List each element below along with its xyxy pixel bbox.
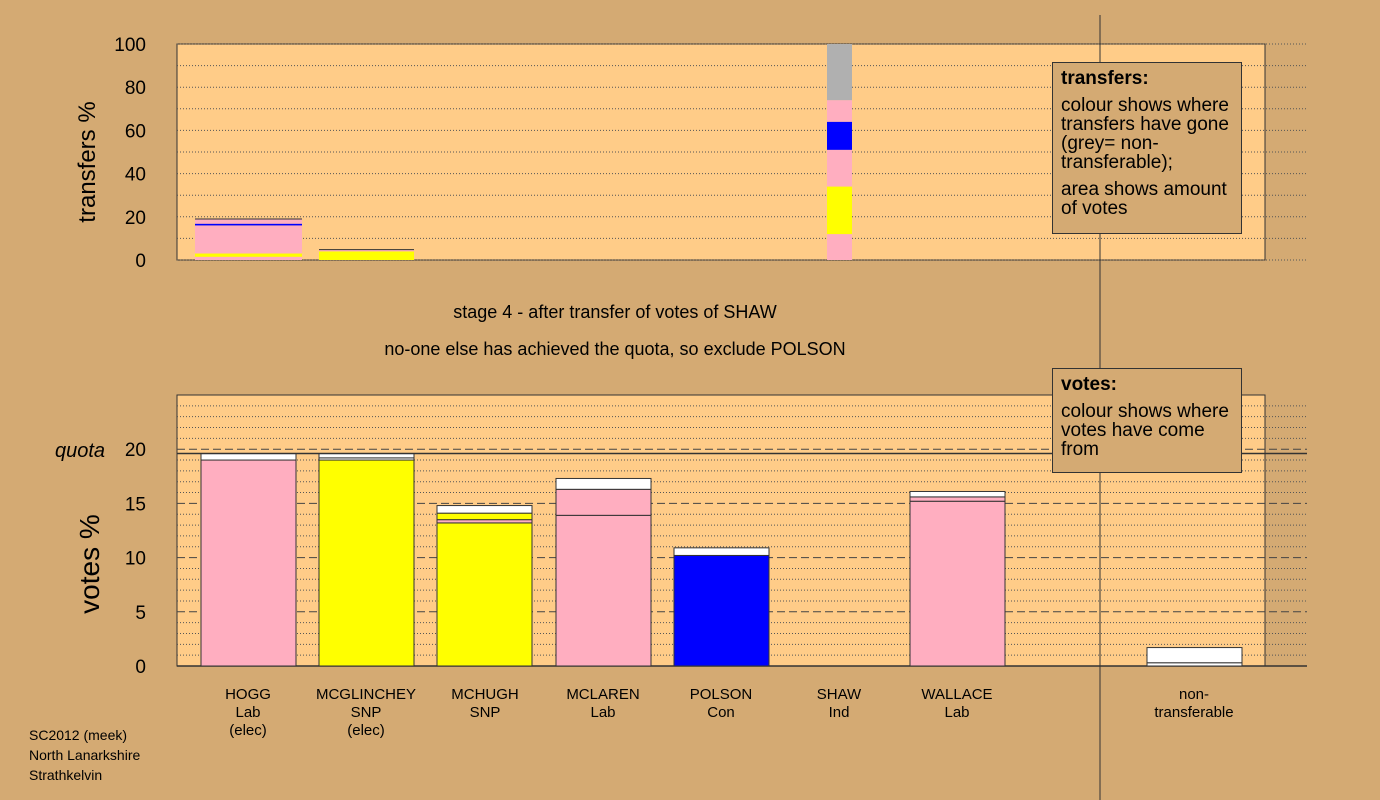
candidate-party: SNP bbox=[469, 704, 501, 721]
vote-bar-segment bbox=[555, 514, 652, 667]
candidate-status: (elec) bbox=[229, 722, 267, 739]
vote-bar-segment bbox=[673, 547, 770, 556]
vote-bar-segment bbox=[909, 490, 1006, 498]
transfer-bar-segment bbox=[319, 249, 414, 252]
transfer-bar-segment bbox=[195, 218, 302, 224]
footer-line-1: SC2012 (meek) bbox=[29, 727, 128, 743]
votes-tick-label: 20 bbox=[125, 440, 146, 461]
transfers-tick-label: 40 bbox=[125, 165, 146, 186]
transfer-bar-segment bbox=[319, 251, 414, 260]
candidate-party: SNP bbox=[350, 704, 382, 721]
vote-bar-segment bbox=[909, 500, 1006, 667]
candidate-party: Ind bbox=[828, 704, 850, 721]
transfers-legend-title: transfers: bbox=[1061, 68, 1149, 89]
transfer-bar-segment bbox=[195, 256, 302, 260]
transfer-bar-segment bbox=[827, 121, 852, 150]
candidate-party: Lab bbox=[590, 704, 616, 721]
vote-bar-segment bbox=[555, 477, 652, 490]
candidate-party: Lab bbox=[235, 704, 261, 721]
candidate-name: MCLAREN bbox=[566, 686, 640, 703]
candidate-label-mcglinchey: MCGLINCHEY SNP (elec) bbox=[301, 686, 431, 740]
transfer-bar-segment bbox=[195, 223, 302, 226]
transfer-bar-segment bbox=[827, 100, 852, 122]
candidate-name: POLSON bbox=[689, 686, 753, 703]
footer: SC2012 (meek) North Lanarkshire Strathke… bbox=[29, 725, 140, 785]
transfers-tick-label: 20 bbox=[125, 208, 146, 229]
votes-tick-label: 15 bbox=[125, 494, 146, 515]
transfers-tick-label: 100 bbox=[114, 35, 146, 56]
vote-bar-segment bbox=[555, 488, 652, 516]
vote-bar-segment bbox=[673, 554, 770, 667]
vote-bar-segment bbox=[436, 512, 533, 521]
transfer-bar-segment bbox=[827, 186, 852, 235]
candidate-name: MCGLINCHEY bbox=[315, 686, 416, 703]
vote-bar-segment bbox=[200, 453, 297, 461]
votes-legend: votes: colour shows where votes have com… bbox=[1052, 368, 1242, 473]
transfers-tick-label: 60 bbox=[125, 121, 146, 142]
vote-bar-segment bbox=[436, 505, 533, 514]
footer-line-3: Strathkelvin bbox=[29, 767, 103, 783]
candidate-label-shaw: SHAW Ind bbox=[774, 686, 904, 722]
vote-bar-segment bbox=[200, 459, 297, 667]
votes-legend-title: votes: bbox=[1061, 374, 1117, 395]
vote-bar-segment bbox=[909, 496, 1006, 502]
transfer-bar-segment bbox=[195, 225, 302, 254]
candidate-name: HOGG bbox=[225, 686, 271, 703]
transfers-axis-title: transfers % bbox=[74, 101, 101, 223]
transfers-legend-text-1: colour shows where transfers have gone (… bbox=[1061, 95, 1229, 173]
stage-subtitle: no-one else has achieved the quota, so e… bbox=[384, 339, 846, 359]
votes-tick-label: 0 bbox=[135, 657, 146, 678]
transfers-legend-text-2: area shows amount of votes bbox=[1061, 179, 1227, 219]
transfers-legend: transfers: colour shows where transfers … bbox=[1052, 62, 1242, 234]
votes-tick-label: 5 bbox=[135, 603, 146, 624]
candidate-label-hogg: HOGG Lab (elec) bbox=[183, 686, 313, 740]
vote-bar-segment bbox=[318, 459, 415, 667]
votes-legend-text: colour shows where votes have come from bbox=[1061, 401, 1229, 460]
nontransferable-label: non- transferable bbox=[1154, 686, 1234, 721]
transfer-bar-segment bbox=[195, 253, 302, 257]
candidate-label-mclaren: MCLAREN Lab bbox=[538, 686, 668, 722]
votes-tick-label: 10 bbox=[125, 549, 146, 570]
transfers-tick-label: 80 bbox=[125, 78, 146, 99]
quota-label: quota bbox=[55, 440, 106, 462]
candidate-name: SHAW bbox=[816, 686, 862, 703]
candidate-label-wallace: WALLACE Lab bbox=[892, 686, 1022, 722]
candidate-status: (elec) bbox=[347, 722, 385, 739]
candidate-label-polson: POLSON Con bbox=[656, 686, 786, 722]
vote-bar-segment bbox=[436, 522, 533, 667]
transfers-tick-label: 0 bbox=[135, 251, 146, 272]
transfer-bar-segment bbox=[827, 44, 852, 101]
candidate-label-mchugh: MCHUGH SNP bbox=[420, 686, 550, 722]
votes-axis-title: votes % bbox=[74, 514, 105, 614]
candidate-party: Lab bbox=[944, 704, 970, 721]
candidate-name: MCHUGH bbox=[451, 686, 519, 703]
candidate-name: WALLACE bbox=[921, 686, 993, 703]
candidate-party: Con bbox=[707, 704, 735, 721]
footer-line-2: North Lanarkshire bbox=[29, 747, 141, 763]
vote-bar-segment bbox=[1146, 647, 1243, 664]
transfer-bar-segment bbox=[827, 149, 852, 187]
stage-title: stage 4 - after transfer of votes of SHA… bbox=[453, 302, 777, 322]
transfer-bar-segment bbox=[827, 234, 852, 260]
